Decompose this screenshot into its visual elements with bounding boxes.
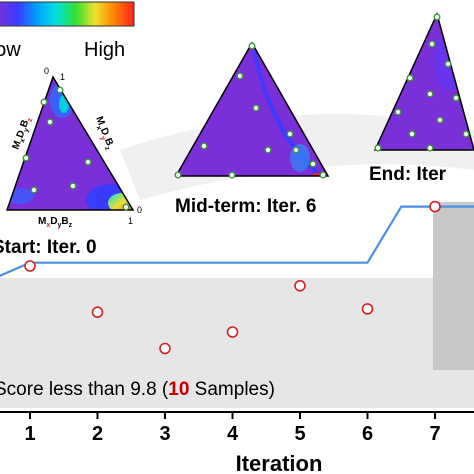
x-tick-label: 4	[227, 423, 239, 445]
sample-point	[408, 130, 416, 138]
x-tick-label: 2	[92, 423, 103, 445]
ternary-end-label: End: Iter	[369, 164, 447, 185]
colorbar-high-label: High	[84, 39, 125, 61]
sample-point	[433, 13, 441, 21]
sample-point	[444, 60, 452, 68]
end-band	[432, 202, 474, 370]
x-tick-label: 6	[362, 423, 373, 445]
best-score-line	[0, 205, 474, 277]
data-point	[24, 260, 36, 272]
ternary-end-outline	[373, 11, 474, 151]
data-point	[91, 306, 104, 319]
x-tick-label: 3	[159, 423, 170, 445]
ternary-start-right-side-label: MxDyBz	[91, 115, 116, 152]
sample-point	[200, 142, 208, 150]
ternary-end-samples	[374, 13, 470, 152]
data-point	[429, 200, 441, 213]
sample-point	[84, 158, 92, 166]
ternary-start-label: Start: Iter. 0	[0, 237, 97, 258]
x-axis-title: Iteration	[236, 451, 323, 474]
ternary-start: 0 1 0 1 MxDyBz MxDyBz MxDyBz	[5, 66, 142, 229]
sample-point	[228, 171, 236, 179]
data-point	[226, 326, 239, 338]
sample-point	[56, 86, 64, 94]
sample-point	[122, 203, 130, 211]
ternary-end	[373, 11, 474, 152]
sample-point	[286, 130, 294, 138]
ternary-end-fill	[375, 14, 474, 150]
ternary-start-samples	[22, 86, 130, 211]
colorbar: Low High	[0, 1, 135, 61]
sample-point	[309, 160, 317, 168]
ternary-start-corner-a: 0	[44, 66, 49, 76]
ternary-start-corner-c: 0	[137, 205, 142, 215]
colorbar-gradient	[0, 1, 135, 27]
x-tick-label: 7	[429, 423, 440, 445]
ternary-start-bottom-side-label: MxDyBz	[38, 216, 73, 229]
ternary-mid-label: Mid-term: Iter. 6	[175, 196, 316, 217]
sample-point	[248, 42, 256, 50]
sample-point	[452, 94, 460, 102]
ternary-start-outline	[5, 75, 135, 211]
sample-point	[319, 171, 327, 179]
band-note-prefix: Score less than 9.8 (	[0, 379, 169, 400]
sample-point	[436, 116, 444, 124]
sample-point	[426, 90, 434, 98]
sample-point	[394, 108, 402, 116]
sample-point	[236, 72, 244, 80]
score-band	[0, 278, 474, 408]
ternary-mid-outline	[174, 41, 330, 177]
sample-point	[69, 182, 77, 190]
band-note: Score less than 9.8 (10 Samples)	[0, 379, 275, 400]
sample-point	[374, 144, 382, 152]
data-point	[294, 279, 306, 292]
colorbar-low-label: Low	[0, 39, 21, 61]
band-note-suffix: Samples)	[189, 379, 275, 400]
sample-point	[426, 144, 434, 152]
x-tick-label: 1	[24, 423, 35, 445]
ternary-mid-samples	[174, 42, 327, 179]
sample-point	[252, 104, 260, 112]
sample-point	[292, 146, 300, 154]
ternary-start-fill	[7, 77, 133, 210]
sample-point	[40, 98, 48, 106]
x-tick-label: 5	[294, 423, 305, 445]
ternary-start-left-side-label: MxDyBz	[10, 115, 34, 152]
data-point	[361, 303, 374, 315]
ternary-start-corner-d: 1	[128, 216, 133, 226]
sample-point	[174, 171, 182, 179]
sample-point	[30, 186, 38, 194]
ternary-start-corner-b: 1	[60, 72, 65, 82]
sample-point	[46, 118, 54, 126]
sample-point	[22, 154, 30, 162]
chart-plot-area: 1 2 3 4 5 6 7	[0, 200, 474, 445]
band-note-count: 10	[168, 379, 189, 400]
sample-point	[428, 40, 436, 48]
sample-point	[406, 74, 414, 82]
ternary-start-hotspot-top-core	[59, 95, 69, 113]
data-point	[159, 342, 171, 355]
sample-point	[264, 146, 272, 154]
ternary-mid-corner-spot	[312, 173, 322, 176]
ternary-mid	[174, 41, 330, 179]
sample-point	[462, 130, 470, 138]
